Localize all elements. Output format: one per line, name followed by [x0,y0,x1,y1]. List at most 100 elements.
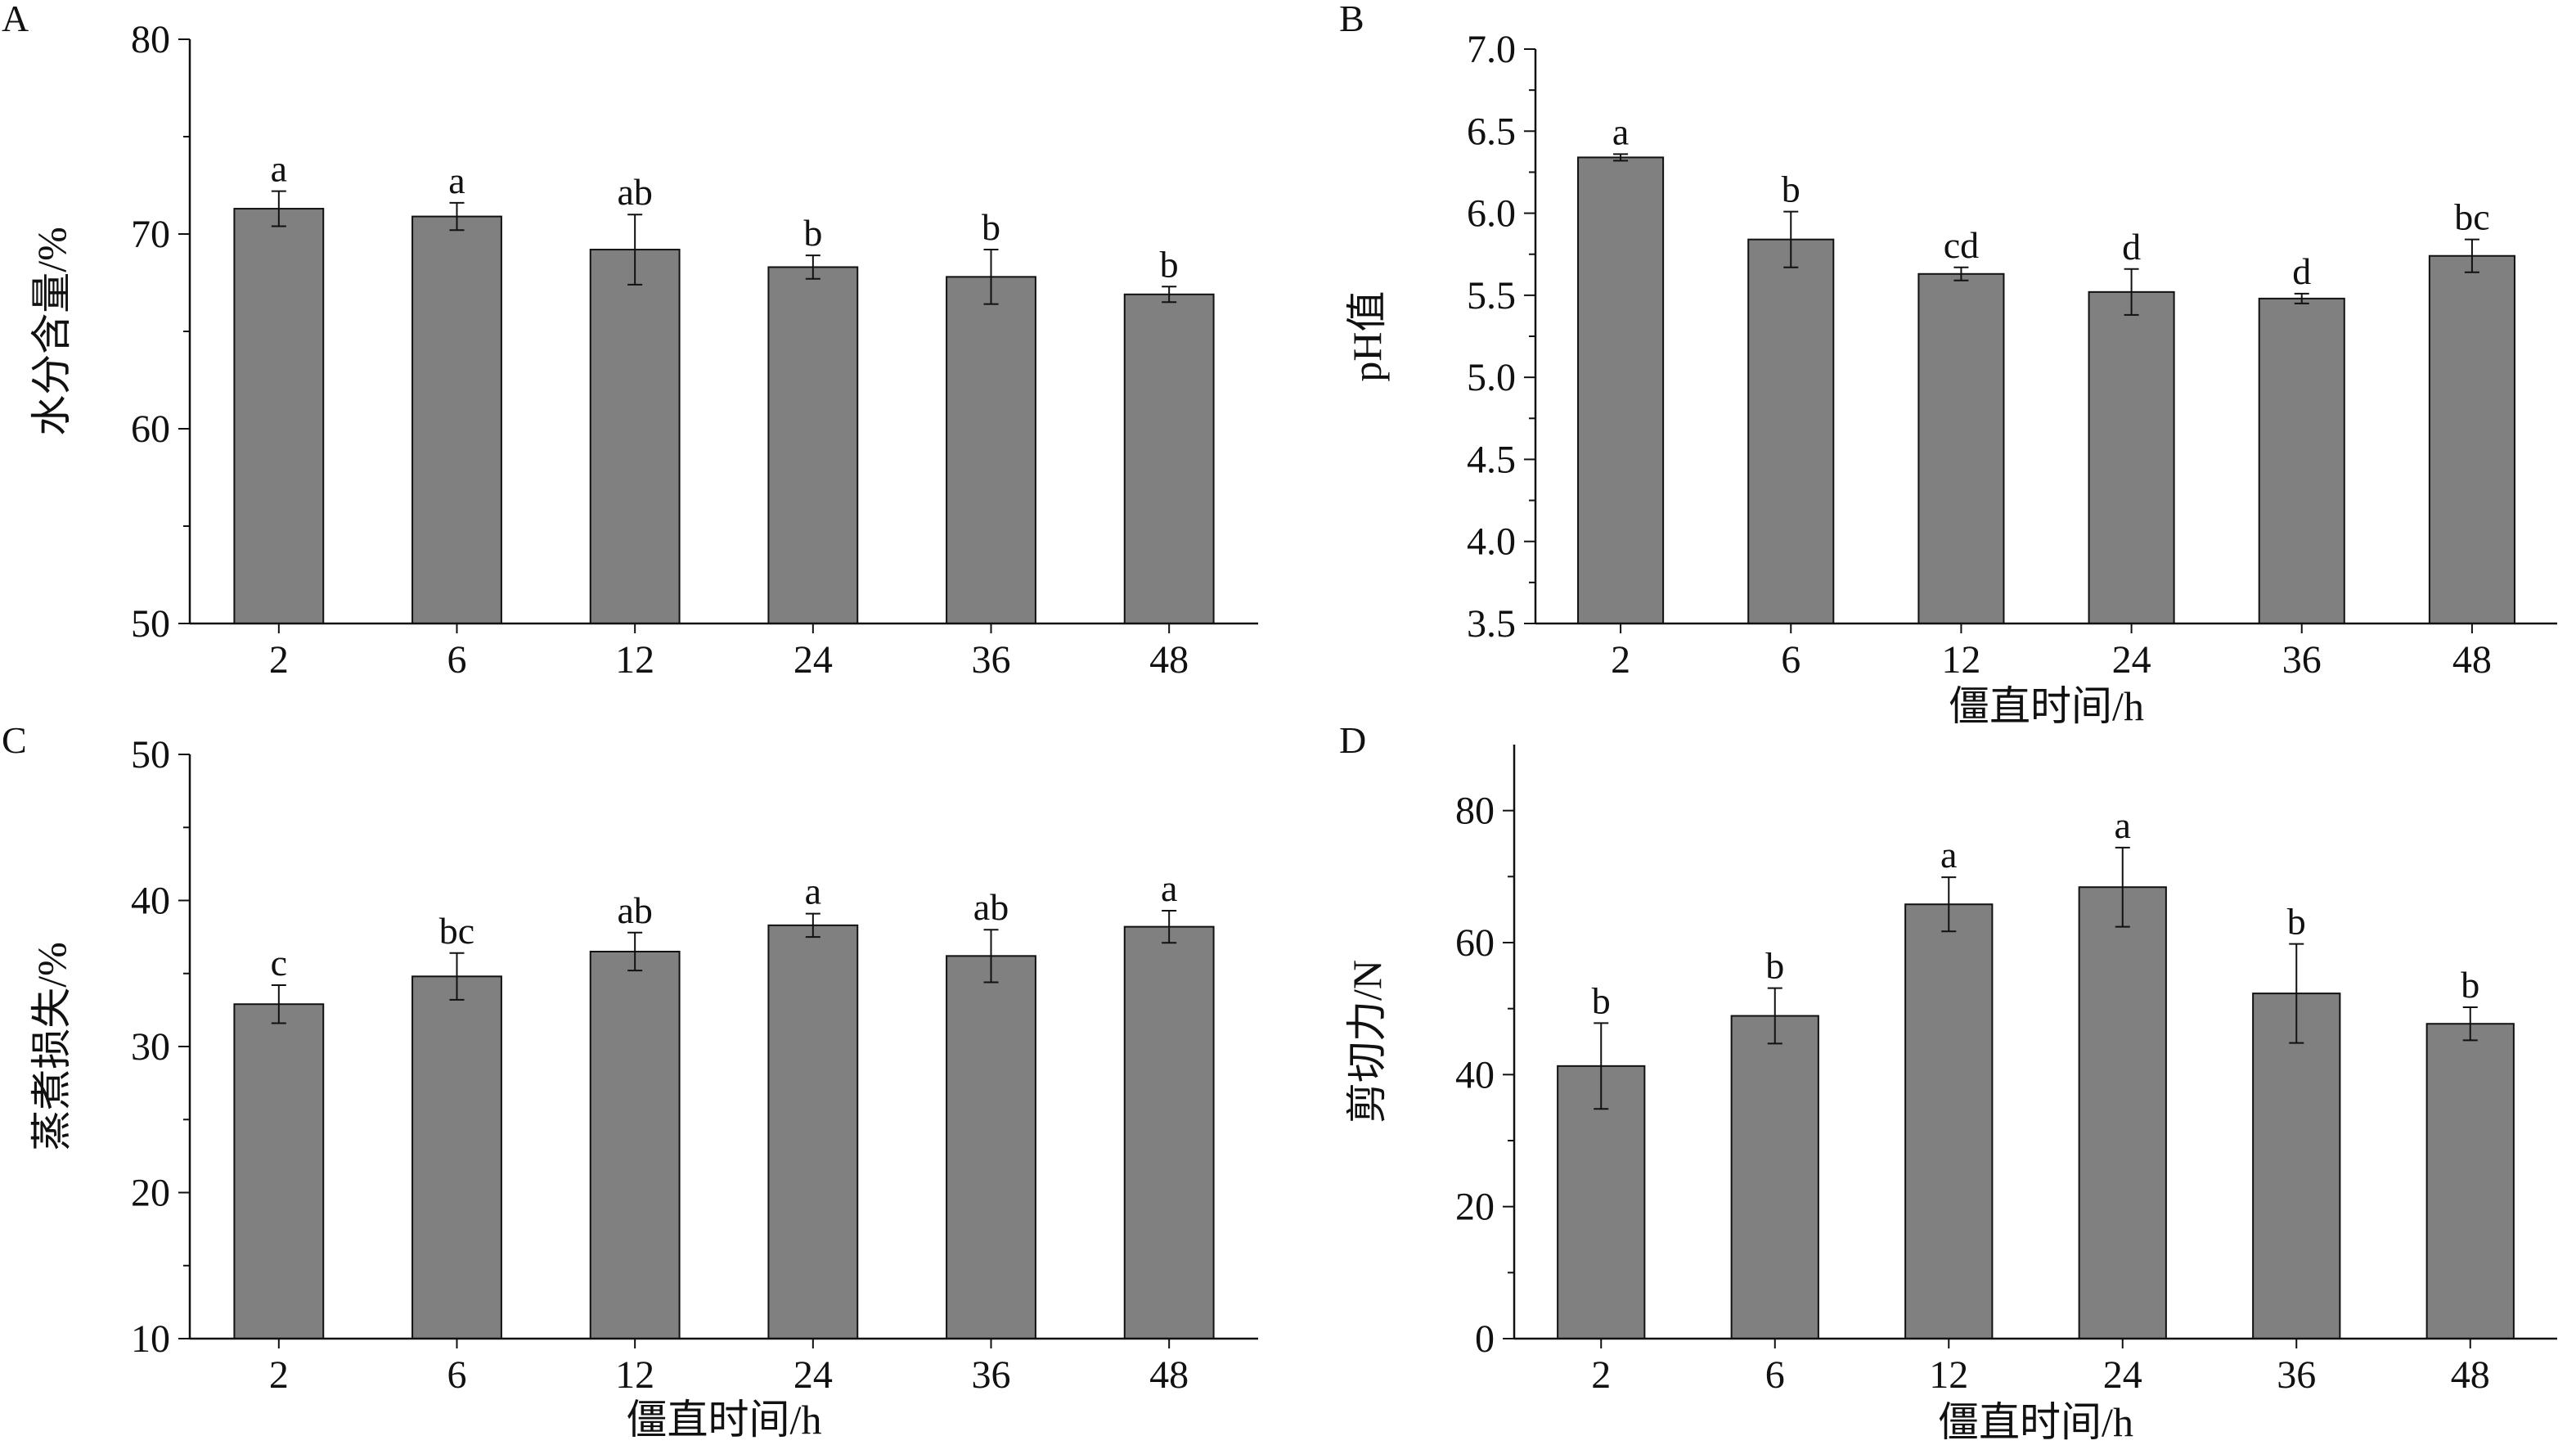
panel-b-x-tick-label: 48 [2452,638,2492,682]
panel-b-sig-label: a [1612,110,1629,152]
panel-b-bar [1917,272,2005,624]
panel-c-bar [411,975,502,1339]
panel-a-bar [946,276,1036,624]
panel-c-x-tick-label: 2 [269,1353,289,1397]
panel-b-bar [2088,290,2175,624]
panel-d-y-tick-label: 20 [1455,1186,1495,1229]
panel-a-bar [233,208,325,624]
panel-a-x-tick-label: 2 [269,638,289,682]
panel-b-bar [2428,254,2515,624]
panel-b-x-tick-label: 24 [2112,638,2151,682]
panel-c-y-tick-label: 10 [131,1317,170,1361]
panel-b-x-tick-label: 12 [1941,638,1980,682]
panel-b-y-tick-label: 5.0 [1467,356,1516,399]
panel-d-y-tick-label: 60 [1455,921,1495,965]
panel-a-sig-label: b [982,206,1000,248]
panel-b-y-axis-title: pH值 [1344,290,1390,381]
panel-c-sig-label: a [805,871,821,912]
panel-d-x-tick-label: 36 [2277,1353,2316,1397]
panel-b-x-tick-label: 36 [2282,638,2322,682]
panel-c-sig-label: c [271,942,287,984]
panel-a-bar [589,249,681,624]
panel-a-y-tick-label: 80 [131,18,170,61]
panel-c-sig-label: ab [973,886,1009,928]
panel-d-sig-label: a [2115,804,2131,846]
panel-c-x-tick-label: 24 [793,1353,833,1397]
panel-d-sig-label: b [2461,964,2479,1006]
panel-c-bar [946,955,1036,1339]
panel-a-sig-label: ab [617,171,652,213]
panel-d-bar [2425,1023,2515,1339]
panel-a-letter: A [2,0,29,39]
panel-b-x-tick-label: 6 [1781,638,1801,682]
panel-b-sig-label: d [2122,226,2141,268]
panel-c-sig-label: a [1161,867,1177,909]
panel-a-y-tick-label: 50 [131,602,170,646]
panel-c-x-tick-label: 48 [1149,1353,1189,1397]
panel-b-x-tick-label: 2 [1611,638,1630,682]
panel-c-sig-label: ab [617,889,652,931]
panel-b-y-tick-label: 6.5 [1467,110,1516,153]
panel-d-x-tick-label: 24 [2103,1353,2142,1397]
panel-c-x-tick-label: 36 [972,1353,1011,1397]
panel-c-y-tick-label: 40 [131,880,170,923]
panel-a-x-tick-label: 12 [615,638,654,682]
panel-a-sig-label: a [271,148,287,190]
panel-b-y-tick-label: 5.5 [1467,274,1516,317]
panel-d-x-tick-label: 12 [1929,1353,1968,1397]
panel-a-x-tick-label: 6 [447,638,467,682]
panel-a-sig-label: a [448,160,465,201]
panel-c-y-tick-label: 50 [131,733,170,777]
panel-c-bar [767,924,859,1339]
panel-b-bar [1577,156,1665,624]
panel-a-x-tick-label: 24 [793,638,833,682]
panel-c-x-tick-label: 12 [615,1353,654,1397]
panel-d-bar [2252,993,2341,1339]
panel-d-bar [2078,886,2167,1339]
panel-b-letter: B [1339,0,1364,39]
panel-b-bar [1747,238,1835,624]
panel-b-y-tick-label: 4.0 [1467,520,1516,564]
panel-c-letter: C [2,719,27,761]
panel-a-sig-label: b [803,212,822,254]
panel-a-y-axis-title: 水分含量/% [29,227,74,436]
panel-d-sig-label: b [1765,945,1784,987]
panel-a-bar [767,266,859,624]
panel-c-y-tick-label: 30 [131,1025,170,1069]
panel-a-x-tick-label: 48 [1149,638,1189,682]
panel-b-y-tick-label: 4.5 [1467,438,1516,481]
panel-a-y-tick-label: 60 [131,407,170,451]
panel-d-y-tick-label: 40 [1455,1053,1495,1096]
panel-d-sig-label: b [1592,979,1611,1021]
panel-d-bar [1557,1065,1646,1339]
panel-b-bar [2258,297,2345,624]
panel-c-y-axis-title: 蒸煮损失/% [29,942,74,1151]
panel-c-x-tick-label: 6 [447,1353,467,1397]
panel-d-x-tick-label: 6 [1765,1353,1785,1397]
panel-a-bar [411,215,502,624]
panel-c-x-axis-title: 僵直时间/h [627,1397,822,1443]
panel-c-y-tick-label: 20 [131,1172,170,1215]
panel-c-bar [1123,925,1215,1339]
panel-d-y-tick-label: 0 [1475,1317,1495,1361]
panel-a-y-tick-label: 70 [131,213,170,256]
panel-d-bar [1904,903,1994,1340]
panel-a-x-tick-label: 36 [972,638,1011,682]
panel-d-y-tick-label: 80 [1455,790,1495,833]
panel-d-x-tick-label: 2 [1591,1353,1611,1397]
panel-d-sig-label: b [2287,901,2306,943]
panel-c-sig-label: bc [439,910,474,952]
panel-d-letter: D [1339,719,1366,761]
panel-d-x-tick-label: 48 [2451,1353,2490,1397]
panel-b-y-tick-label: 6.0 [1467,192,1516,236]
panel-a-sig-label: b [1160,243,1179,285]
panel-c-bar [233,1003,325,1339]
panel-d-bar [1730,1015,1819,1340]
panel-b-sig-label: cd [1944,224,1979,266]
panel-c-bar [589,950,681,1339]
panel-b-sig-label: d [2292,250,2311,292]
panel-b-sig-label: bc [2454,196,2489,238]
panel-b-x-axis-title: 僵直时间/h [1949,683,2144,729]
